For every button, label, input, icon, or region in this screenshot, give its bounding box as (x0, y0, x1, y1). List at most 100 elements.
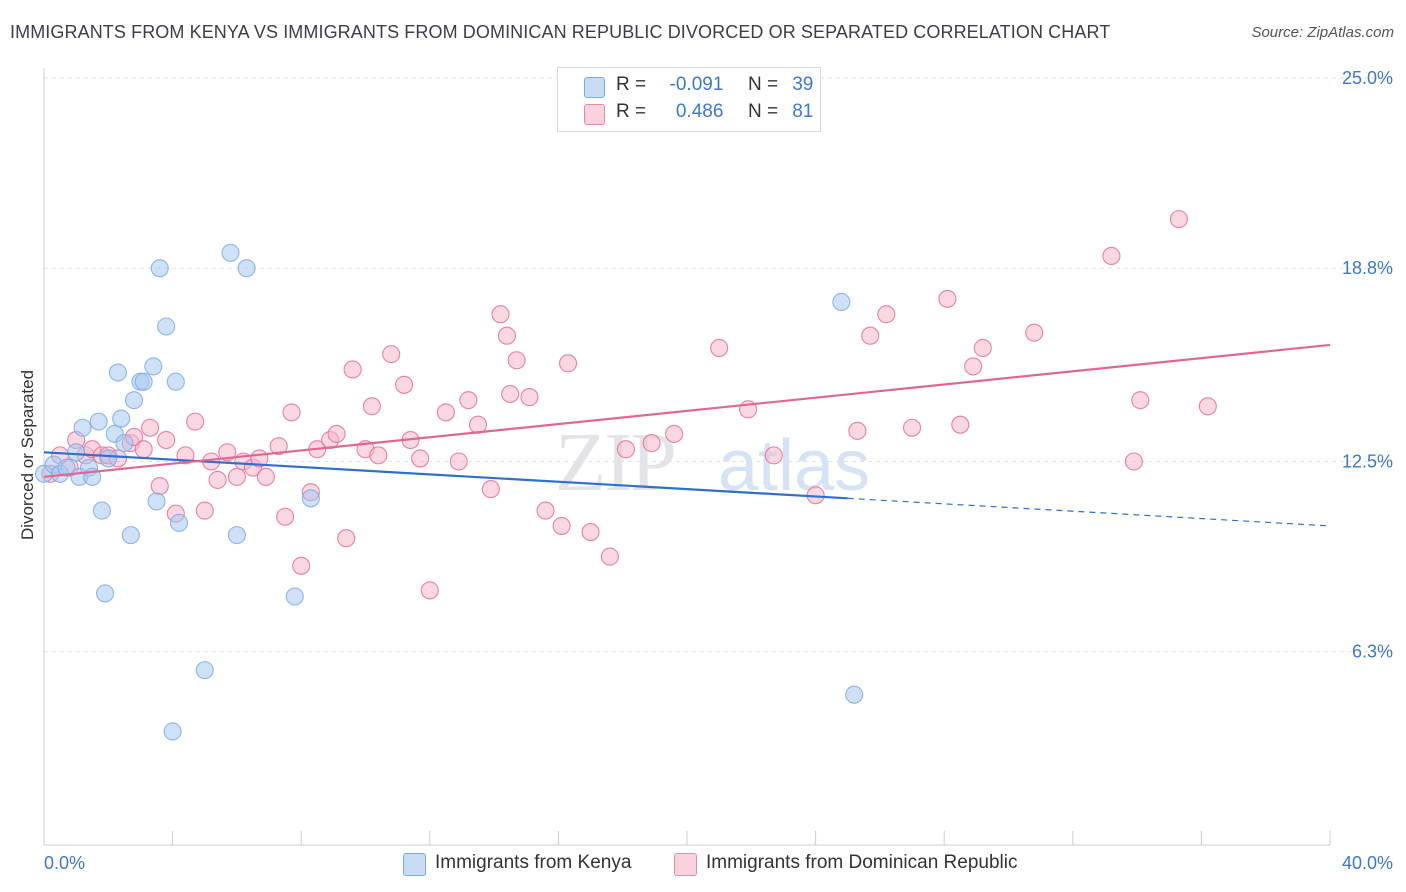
dominican-republic-point (157, 430, 176, 450)
dominican-republic-point (208, 470, 227, 489)
kenya-point (285, 587, 304, 606)
y-axis-label: Divorced or Separated (18, 369, 37, 541)
x-tick-label: 40.0% (1342, 853, 1393, 873)
dominican-republic-point (1124, 452, 1143, 471)
dominican-republic-point (861, 326, 880, 345)
dominican-republic-point (1131, 391, 1150, 410)
kenya-point (89, 412, 108, 431)
dominican-republic-point (600, 547, 619, 566)
legend-r-label: R = (616, 74, 647, 95)
kenya-point (67, 443, 86, 462)
dominican-republic-point (337, 529, 356, 548)
kenya-point (845, 685, 864, 704)
dominican-republic-point (382, 345, 401, 364)
dominican-republic-point (1198, 397, 1217, 416)
kenya-point (163, 722, 182, 741)
dominican-republic-point (362, 397, 381, 416)
kenya-point (832, 292, 851, 312)
dominican-republic-point (327, 424, 346, 443)
dominican-republic-point (581, 523, 600, 542)
dominican-republic-point (507, 351, 526, 370)
watermark-zip: ZIP (555, 416, 675, 509)
dominican-republic-point (1169, 210, 1188, 229)
x-tick-label: 0.0% (44, 853, 85, 873)
kenya-point (73, 418, 92, 437)
dominican-republic-point (395, 375, 414, 394)
watermark-atlas: atlas (718, 426, 870, 506)
legend-n-label: N = (747, 101, 779, 122)
bottom-legend-swatch-kenya (403, 853, 426, 876)
kenya-point (134, 372, 153, 391)
legend-r-value-dominican-republic: 0.486 (675, 101, 724, 122)
trend-lines (43, 343, 1331, 527)
kenya-point (301, 489, 320, 508)
legend-n-value-dominican-republic: 81 (792, 101, 814, 122)
dominican-republic-point (282, 403, 301, 422)
dominican-republic-point (848, 421, 867, 440)
kenya-point (147, 492, 166, 511)
dominican-republic-point (902, 418, 922, 437)
axes (43, 68, 1331, 846)
gridlines (44, 77, 1394, 653)
legend-n-value-kenya: 39 (792, 74, 814, 95)
dominican-republic-point (420, 581, 439, 600)
dominican-republic-point (449, 452, 468, 471)
dominican-republic-point (491, 305, 510, 324)
dominican-republic-point (411, 449, 430, 468)
dominican-republic-point (536, 501, 555, 520)
correlation-legend: R = -0.091 N = 39 R = 0.486 N = 81 (557, 67, 821, 132)
dominican-republic-point (269, 437, 288, 456)
dominican-republic-point (558, 354, 578, 373)
dominican-republic-point (964, 357, 983, 376)
dominican-republic-point (501, 384, 520, 404)
bottom-legend-swatch-dominican-republic (674, 853, 697, 876)
kenya-point (150, 259, 169, 278)
bottom-legend-label-dominican-republic: Immigrants from Dominican Republic (706, 852, 1018, 873)
kenya-point (96, 584, 115, 603)
dominican-republic-point (150, 476, 169, 496)
dominican-republic-point (256, 467, 275, 486)
legend-swatch-kenya (584, 77, 605, 98)
dominican-republic-point (642, 434, 661, 453)
y-tick-label: 25.0% (1342, 68, 1393, 88)
dominican-republic-point (1025, 323, 1044, 342)
dominican-republic-point (616, 440, 635, 459)
dominican-republic-point (1102, 246, 1121, 265)
y-tick-label: 12.5% (1342, 452, 1393, 472)
kenya-point (121, 526, 140, 545)
legend-swatch-dominican-republic (584, 104, 605, 125)
kenya-point (166, 372, 185, 391)
dominican-republic-point (292, 556, 311, 575)
dominican-republic-point (186, 412, 205, 431)
dominican-republic-point (877, 305, 896, 324)
dominican-republic-point (134, 440, 153, 459)
dominican-republic-point (764, 446, 783, 465)
kenya-point (169, 513, 189, 532)
source-credit: Source: ZipAtlas.com (1251, 24, 1394, 41)
kenya-point (112, 409, 131, 428)
kenya-point (99, 449, 118, 468)
kenya-point (124, 391, 144, 410)
kenya-point (57, 458, 76, 477)
dominican-republic-point (227, 467, 246, 486)
series-dominican-republic-points (41, 210, 1217, 600)
dominican-republic-point (195, 501, 214, 520)
dominican-republic-point (497, 326, 517, 345)
kenya-point (221, 243, 240, 262)
dominican-republic-point (481, 480, 500, 499)
dominican-republic-point (343, 360, 362, 379)
dominican-republic-point (710, 338, 729, 358)
legend-n-label: N = (747, 74, 779, 95)
dominican-republic-point (665, 424, 684, 443)
kenya-point (92, 501, 111, 520)
y-tick-label: 6.3% (1352, 642, 1393, 662)
kenya-point (195, 661, 214, 680)
trend-line-kenya (43, 451, 848, 500)
kenya-point (108, 363, 127, 382)
dominican-republic-point (951, 415, 970, 434)
bottom-legend-label-kenya: Immigrants from Kenya (435, 852, 632, 873)
dominican-republic-point (552, 516, 571, 535)
dominican-republic-point (369, 446, 388, 465)
legend-r-value-kenya: -0.091 (669, 74, 724, 95)
